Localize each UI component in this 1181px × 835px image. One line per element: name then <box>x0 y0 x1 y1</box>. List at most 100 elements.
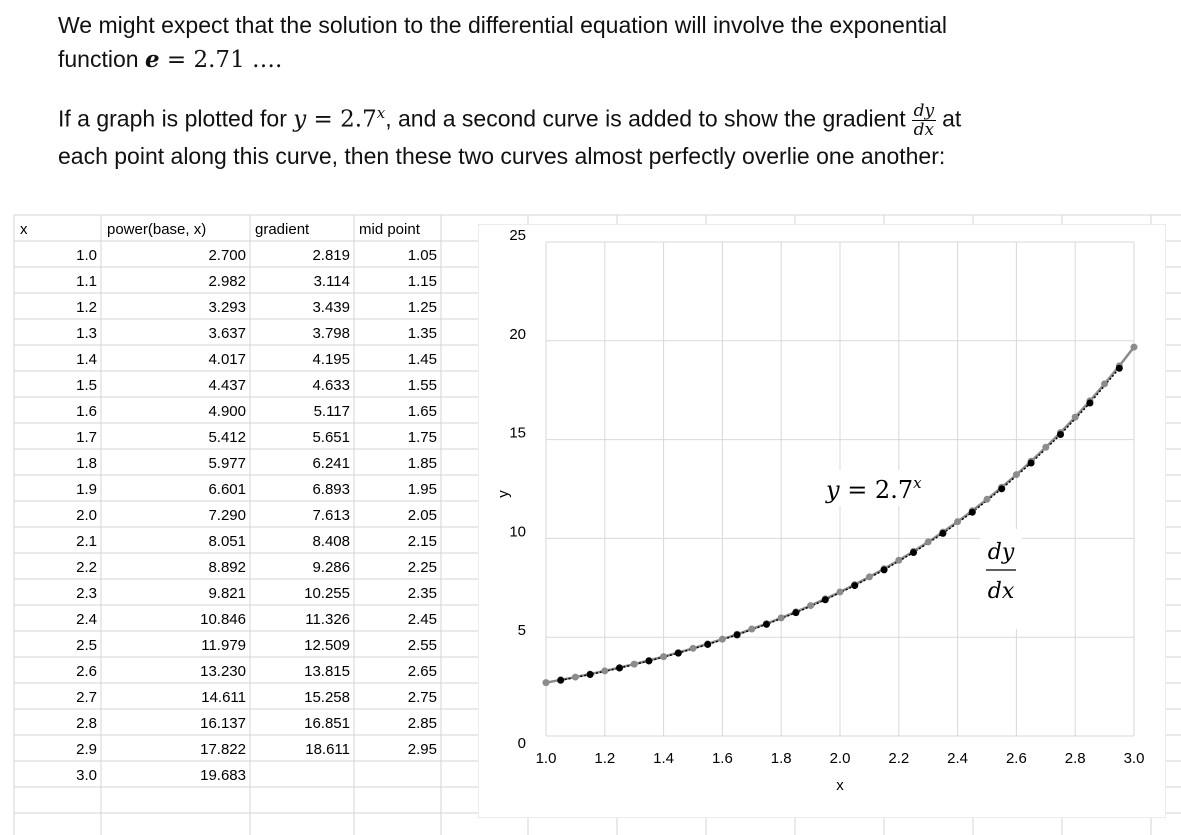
sheet-cell[interactable]: 1.6 <box>76 403 97 420</box>
sheet-cell[interactable]: 1.2 <box>76 299 97 316</box>
sheet-cell[interactable]: 16.851 <box>304 715 350 732</box>
sheet-cell[interactable]: 2.45 <box>408 611 437 628</box>
sheet-cell[interactable]: 1.1 <box>76 273 97 290</box>
sheet-cell[interactable]: 11.979 <box>201 637 246 654</box>
sheet-cell[interactable]: 1.65 <box>408 403 437 420</box>
sheet-cell[interactable]: 2.75 <box>408 689 437 706</box>
y-tick-label: 0 <box>518 735 526 752</box>
sheet-cell[interactable]: 3.439 <box>312 299 350 316</box>
sheet-cell[interactable]: 1.35 <box>408 325 437 342</box>
sheet-cell[interactable]: 17.822 <box>200 741 246 758</box>
sheet-cell[interactable]: 2.15 <box>408 533 437 550</box>
sheet-cell[interactable]: 9.821 <box>208 585 246 602</box>
sheet-cell[interactable]: 8.051 <box>208 533 246 550</box>
sheet-cell[interactable]: 1.55 <box>408 377 437 394</box>
sheet-cell[interactable]: 9.286 <box>312 559 350 576</box>
sheet-header-1[interactable]: power(base, x) <box>107 221 206 238</box>
sheet-cell[interactable]: 13.230 <box>200 663 246 680</box>
sheet-cell[interactable]: 2.1 <box>76 533 97 550</box>
sheet-cell[interactable]: 3.0 <box>76 767 97 784</box>
sheet-cell[interactable]: 19.683 <box>200 767 246 784</box>
sheet-cell[interactable]: 8.408 <box>312 533 350 550</box>
sheet-cell[interactable]: 1.95 <box>408 481 437 498</box>
sheet-cell[interactable]: 3.293 <box>208 299 246 316</box>
sheet-cell[interactable]: 2.55 <box>408 637 437 654</box>
sheet-cell[interactable]: 1.05 <box>408 247 437 264</box>
sheet-cell[interactable]: 2.4 <box>76 611 97 628</box>
sheet-header-2[interactable]: gradient <box>255 221 310 238</box>
series-y-point <box>1012 471 1020 479</box>
sheet-cell[interactable]: 5.651 <box>312 429 350 446</box>
sheet-cell[interactable]: 5.412 <box>208 429 246 446</box>
sheet-cell[interactable]: 2.6 <box>76 663 97 680</box>
sheet-cell[interactable]: 2.819 <box>312 247 350 264</box>
sheet-cell[interactable]: 2.65 <box>408 663 437 680</box>
series-y-point <box>836 588 844 596</box>
x-tick-label: 2.6 <box>1006 750 1027 767</box>
sheet-cell[interactable]: 1.5 <box>76 377 97 394</box>
frac-den: dx <box>913 120 935 141</box>
sheet-cell[interactable]: 2.95 <box>408 741 437 758</box>
sheet-cell[interactable]: 7.290 <box>208 507 246 524</box>
sheet-cell[interactable]: 2.25 <box>408 559 437 576</box>
sheet-cell[interactable]: 7.613 <box>312 507 350 524</box>
sheet-cell[interactable]: 2.7 <box>76 689 97 706</box>
sheet-cell[interactable]: 1.8 <box>76 455 97 472</box>
sheet-cell[interactable]: 10.846 <box>200 611 246 628</box>
annotation-dx: dx <box>988 579 1015 604</box>
sheet-cell[interactable]: 3.637 <box>208 325 246 342</box>
sheet-cell[interactable]: 1.85 <box>408 455 437 472</box>
series-gradient-point <box>763 620 770 628</box>
series-y-point <box>1130 343 1138 351</box>
sheet-header-0[interactable]: x <box>20 221 28 238</box>
sheet-cell[interactable]: 6.241 <box>312 455 350 472</box>
sheet-cell[interactable]: 2.700 <box>208 247 246 264</box>
sheet-cell[interactable]: 4.437 <box>208 377 246 394</box>
series-y-point <box>777 614 785 622</box>
sheet-cell[interactable]: 1.15 <box>408 273 437 290</box>
sheet-cell[interactable]: 15.258 <box>304 689 350 706</box>
sheet-cell[interactable]: 4.017 <box>208 351 246 368</box>
sheet-cell[interactable]: 1.25 <box>408 299 437 316</box>
sheet-cell[interactable]: 18.611 <box>305 741 350 758</box>
sheet-cell[interactable]: 5.977 <box>208 455 246 472</box>
sheet-cell[interactable]: 1.4 <box>76 351 97 368</box>
sheet-cell[interactable]: 2.5 <box>76 637 97 654</box>
sheet-cell[interactable]: 2.85 <box>408 715 437 732</box>
sheet-cell[interactable]: 16.137 <box>200 715 246 732</box>
sheet-cell[interactable]: 1.45 <box>408 351 437 368</box>
sheet-cell[interactable]: 4.900 <box>208 403 246 420</box>
sheet-cell[interactable]: 2.05 <box>408 507 437 524</box>
sheet-cell[interactable]: 13.815 <box>304 663 350 680</box>
sheet-cell[interactable]: 6.893 <box>312 481 350 498</box>
sheet-cell[interactable]: 2.3 <box>76 585 97 602</box>
intro-paragraph-1: We might expect that the solution to the… <box>58 8 947 77</box>
sheet-cell[interactable]: 2.9 <box>76 741 97 758</box>
sheet-header-3[interactable]: mid point <box>359 221 421 238</box>
sheet-cell[interactable]: 3.114 <box>314 273 350 290</box>
sheet-cell[interactable]: 2.8 <box>76 715 97 732</box>
sheet-cell[interactable]: 12.509 <box>304 637 350 654</box>
sheet-cell[interactable]: 2.0 <box>76 507 97 524</box>
sheet-cell[interactable]: 1.0 <box>76 247 97 264</box>
sheet-cell[interactable]: 5.117 <box>314 403 350 420</box>
series-gradient-point <box>1027 459 1035 467</box>
sheet-cell[interactable]: 6.601 <box>208 481 246 498</box>
sheet-cell[interactable]: 2.982 <box>208 273 246 290</box>
sheet-cell[interactable]: 1.3 <box>76 325 97 342</box>
sheet-cell[interactable]: 1.9 <box>76 481 97 498</box>
sheet-cell[interactable]: 4.633 <box>312 377 350 394</box>
sheet-cell[interactable]: 3.798 <box>312 325 350 342</box>
sheet-cell[interactable]: 1.75 <box>408 429 437 446</box>
sheet-cell[interactable]: 2.35 <box>408 585 437 602</box>
sheet-cell[interactable]: 1.7 <box>76 429 97 446</box>
sheet-cell[interactable]: 11.326 <box>305 611 350 628</box>
sheet-cell[interactable]: 4.195 <box>312 351 350 368</box>
euler-value: = 2.71 …. <box>159 47 283 73</box>
x-tick-label: 1.6 <box>712 750 733 767</box>
sheet-cell[interactable]: 10.255 <box>304 585 350 602</box>
sheet-cell[interactable]: 2.2 <box>76 559 97 576</box>
sheet-cell[interactable]: 8.892 <box>208 559 246 576</box>
sheet-cell[interactable]: 14.611 <box>201 689 246 706</box>
x-tick-label: 1.8 <box>771 750 792 767</box>
